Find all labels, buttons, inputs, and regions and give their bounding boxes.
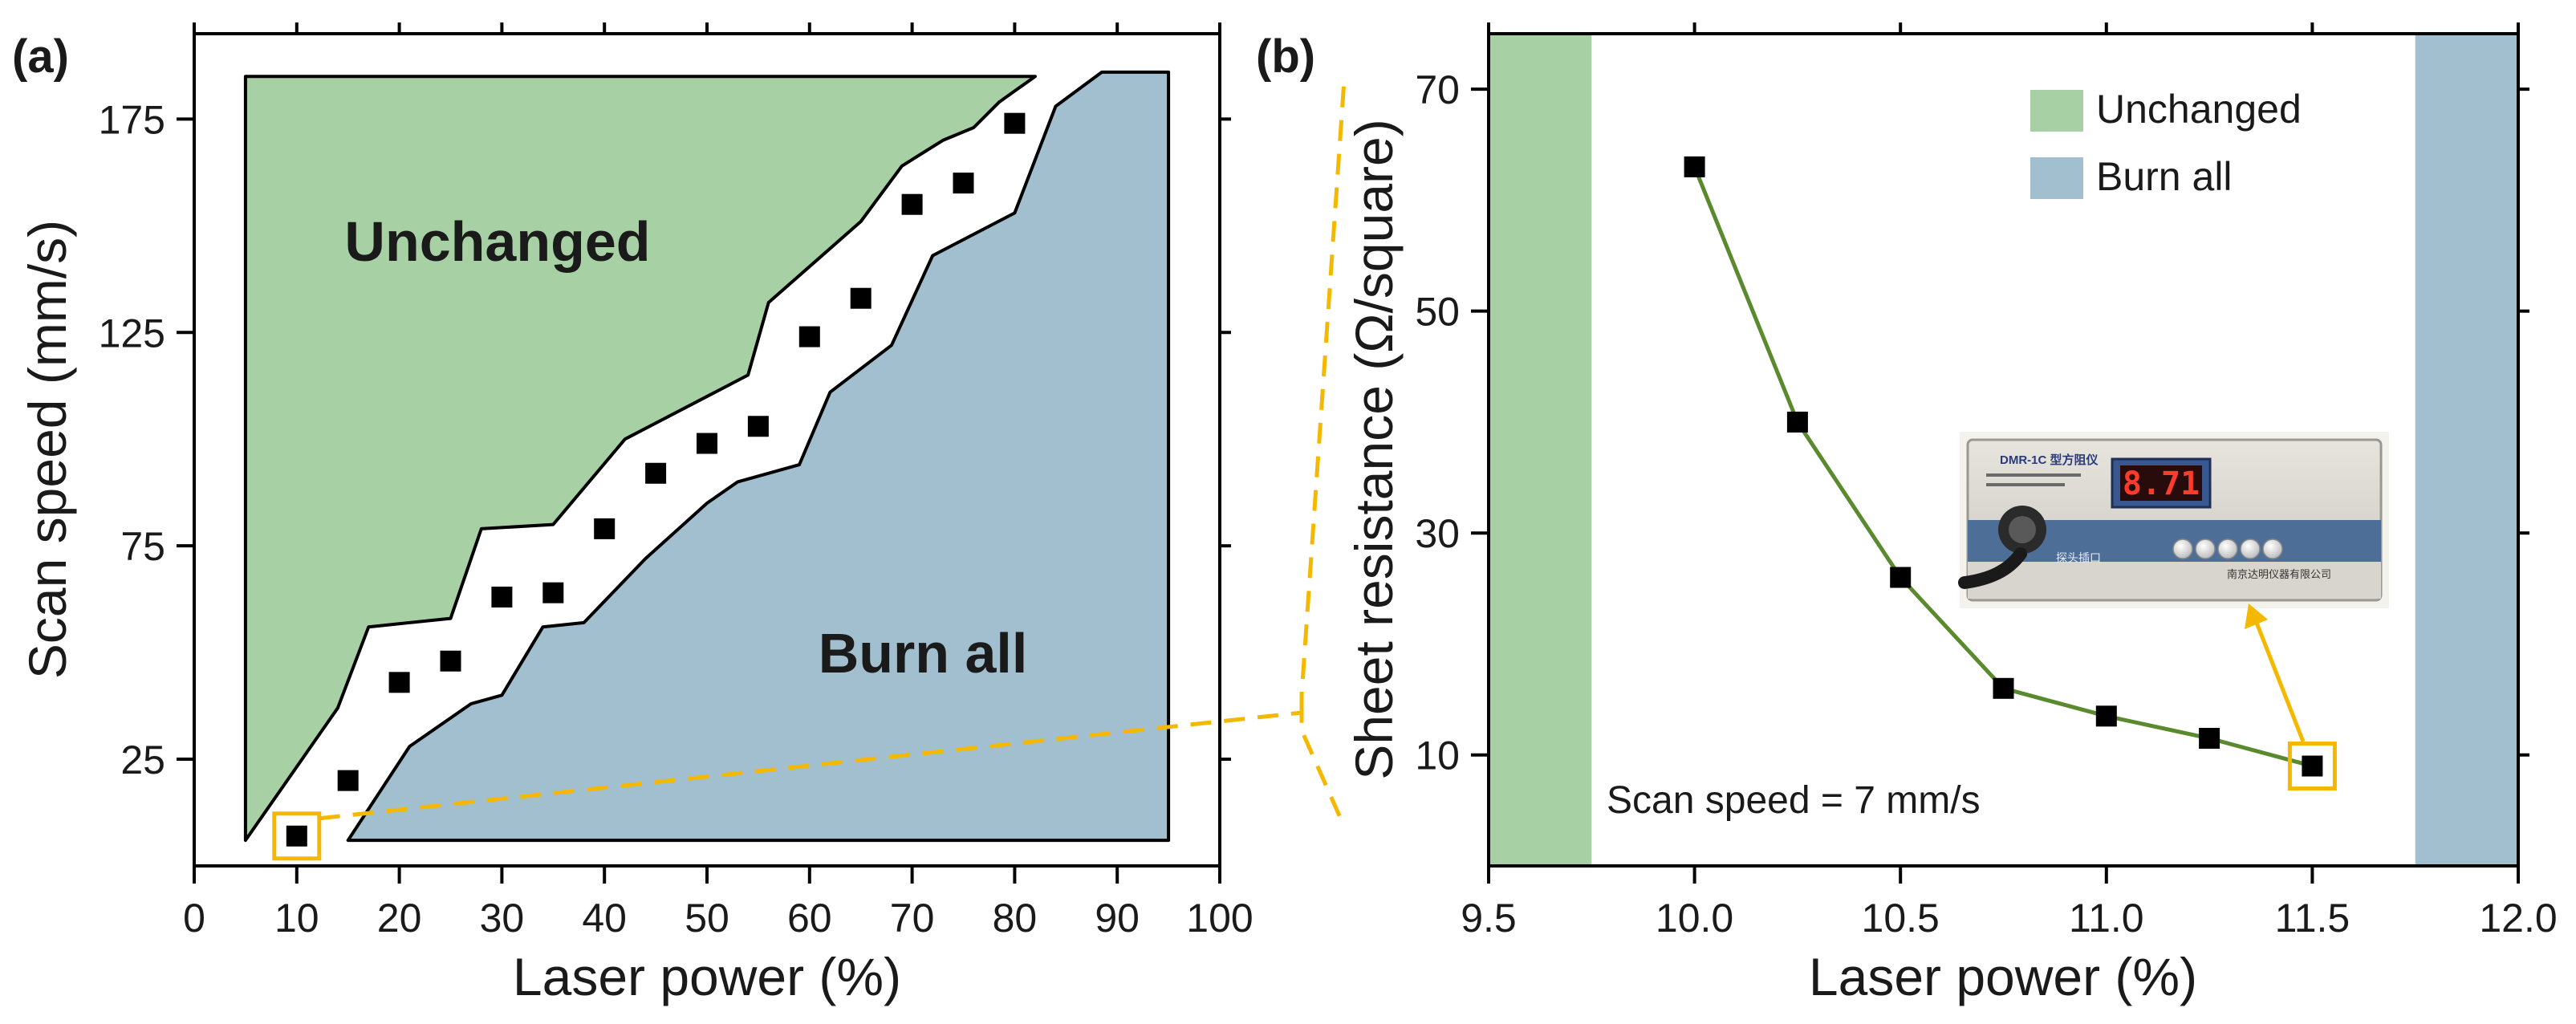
data-point	[542, 582, 564, 603]
highlight-box	[272, 811, 322, 861]
y-tick-label: 175	[99, 97, 165, 142]
region-label-unchanged: Unchanged	[344, 210, 650, 273]
data-point	[697, 433, 717, 454]
x-tick-label: 10.0	[1656, 896, 1733, 941]
inset-device-label: DMR-1C 型方阻仪	[2000, 453, 2099, 467]
data-point	[388, 672, 410, 693]
data-point	[953, 173, 974, 194]
y-tick-label: 10	[1415, 733, 1460, 778]
inset-photo-meter: DMR-1C 型方阻仪 8.71 探头插口 南京达明仪器有限公司	[1958, 432, 2389, 608]
data-point	[286, 825, 307, 847]
legend: Unchanged Burn all	[2030, 87, 2302, 199]
y-axis-label: Sheet resistance (Ω/square)	[1344, 119, 1404, 779]
data-point	[798, 326, 820, 347]
x-tick-label: 0	[183, 896, 205, 941]
data-points	[1684, 156, 2337, 791]
zoom-connector	[319, 79, 1347, 828]
annotation-scan-speed: Scan speed = 7 mm/s	[1607, 779, 1981, 822]
x-axis-label: Laser power (%)	[1809, 947, 2197, 1006]
data-point	[1786, 411, 1808, 433]
x-tick-label: 50	[685, 896, 729, 941]
x-tick-label: 11.0	[2069, 896, 2144, 941]
panel-label: (a)	[12, 30, 69, 83]
data-point	[2302, 755, 2323, 777]
data-point	[491, 586, 513, 607]
x-tick-label: 40	[582, 896, 627, 941]
x-tick-label: 80	[993, 896, 1038, 941]
data-point	[901, 193, 923, 215]
x-tick-label: 70	[890, 896, 935, 941]
x-tick-label: 10	[274, 896, 319, 941]
axis-ticks: 9.5 10.0 10.5 11.0 11.5 12.0 10 30 50 70	[1415, 22, 2558, 941]
x-axis-label: Laser power (%)	[513, 947, 901, 1006]
y-tick-label: 125	[99, 311, 165, 356]
panel-label: (b)	[1256, 30, 1315, 83]
y-tick-label: 25	[120, 738, 165, 782]
legend-swatch-burn-all	[2030, 157, 2083, 199]
highlight-box	[2287, 742, 2337, 791]
data-point	[1684, 156, 1705, 177]
y-tick-label: 30	[1415, 511, 1460, 556]
y-tick-label: 75	[120, 524, 165, 569]
region-label-burn-all: Burn all	[819, 622, 1028, 685]
y-tick-label: 50	[1415, 290, 1460, 335]
x-tick-label: 9.5	[1461, 896, 1517, 941]
x-tick-label: 10.5	[1862, 896, 1940, 941]
data-point	[850, 287, 872, 309]
y-axis-label: Scan speed (mm/s)	[18, 220, 77, 679]
x-tick-label: 100	[1186, 896, 1253, 941]
axis-ticks: 0 10 20 30 40 50 60 70 80 90 100 25 75 125 175	[99, 22, 1253, 941]
legend-swatch-unchanged	[2030, 90, 2083, 132]
data-point	[440, 650, 461, 672]
shaded-region-unchanged	[1489, 34, 1592, 866]
inset-maker-text: 南京达明仪器有限公司	[2227, 568, 2331, 580]
inset-display-value: 8.71	[2123, 465, 2200, 502]
data-point	[747, 416, 769, 437]
inset-pointer-arrow	[2245, 603, 2306, 742]
x-tick-label: 60	[787, 896, 832, 941]
data-point	[337, 770, 359, 791]
chart-b: 9.5 10.0 10.5 11.0 11.5 12.0 10 30 50 70 Unchange…	[1256, 22, 2558, 1006]
data-point	[1890, 567, 1912, 588]
legend-label-burn-all: Burn all	[2096, 154, 2233, 199]
x-tick-label: 11.5	[2275, 896, 2350, 941]
data-points	[272, 112, 1026, 861]
data-point	[1993, 677, 2014, 699]
data-point	[1004, 112, 1026, 134]
inset-panel-text: 探头插口	[2056, 551, 2101, 564]
data-point	[645, 462, 667, 484]
x-tick-label: 90	[1095, 896, 1140, 941]
burn-all-region	[346, 70, 1171, 843]
y-tick-label: 70	[1415, 67, 1460, 112]
legend-label-unchanged: Unchanged	[2096, 87, 2302, 132]
chart-a: 0 10 20 30 40 50 60 70 80 90 100 25 75 125 175 Unchang…	[12, 22, 1253, 1006]
x-tick-label: 30	[480, 896, 525, 941]
shaded-region-burn-all	[2415, 34, 2518, 866]
x-tick-label: 20	[377, 896, 422, 941]
data-point	[2199, 727, 2220, 749]
data-point	[594, 518, 616, 539]
x-tick-label: 12.0	[2479, 896, 2557, 941]
plot-frame	[1487, 32, 2520, 868]
data-point	[2095, 705, 2117, 727]
unchanged-region	[243, 75, 1037, 843]
zoom-connector-line	[319, 79, 1347, 828]
